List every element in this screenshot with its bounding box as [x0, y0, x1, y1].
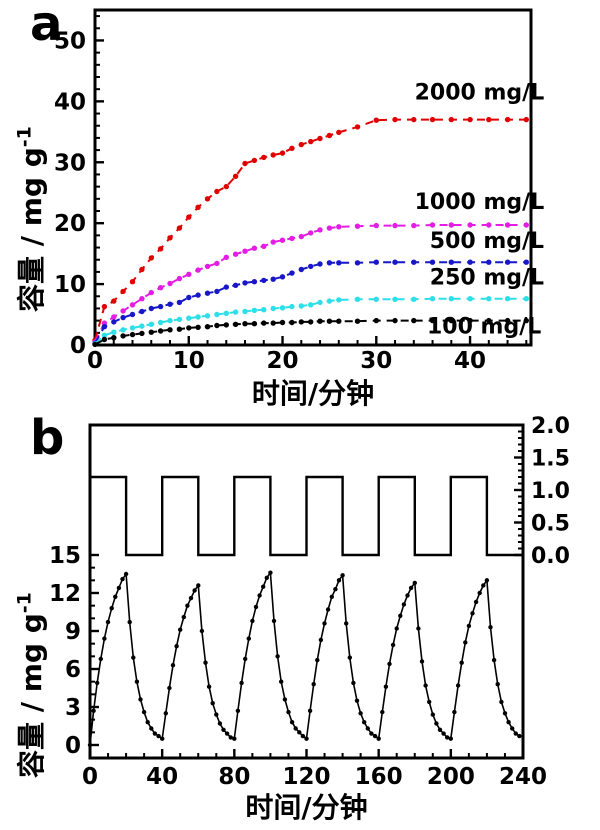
panel-a-y-axis-title-text: 容量 / mg g — [15, 147, 48, 312]
series-label-1000-mg-L: 1000 mg/L — [415, 190, 545, 215]
series-markers — [92, 296, 529, 347]
series-label-500-mg-L: 500 mg/L — [430, 229, 544, 254]
tick-label: 10 — [173, 348, 205, 374]
tick-label: 160 — [355, 764, 403, 790]
tick-label: 10 — [54, 272, 86, 298]
tick-label: 20 — [267, 348, 299, 374]
panel-b-x-axis-title: 时间/分钟 — [90, 786, 523, 826]
gas-square-wave — [90, 475, 523, 557]
tick-label: 2.0 — [531, 414, 570, 439]
panel-a-y-axis-title: 容量 / mg g-1 — [10, 126, 50, 312]
tick-label: 40 — [146, 764, 178, 790]
tick-label: 0 — [87, 348, 103, 374]
tick-label: 0.5 — [531, 512, 570, 537]
tick-label: 20 — [54, 211, 86, 237]
panel-b-frame — [88, 423, 525, 760]
panel-b-x-axis-title-text: 时间/分钟 — [245, 791, 368, 824]
panel-b-letter: b — [30, 410, 65, 466]
tick-label: 1.5 — [531, 447, 570, 472]
panel-a-frame — [93, 8, 533, 347]
tick-label: 80 — [218, 764, 250, 790]
panel-a-x-axis-title-text: 时间/分钟 — [251, 377, 375, 410]
tick-label: 40 — [454, 348, 486, 374]
tick-label: 0 — [65, 733, 81, 759]
panel-a-y-axis-exponent: -1 — [13, 126, 36, 148]
tick-label: 200 — [427, 764, 475, 790]
panel-a-axes: 0 10 20 30 40 0 10 20 30 40 50 — [54, 8, 533, 374]
gas-wave-line — [90, 475, 523, 557]
panel-b-axes: 0 40 80 120 160 200 240 0 3 6 9 12 15 0.0 0.5 1.0 1.5 2.0 — [49, 414, 570, 790]
cyclic-capacity-series — [87, 570, 522, 748]
tick-label: 3 — [65, 695, 81, 721]
series-label-2000-mg-L: 2000 mg/L — [415, 81, 545, 106]
tick-label: 40 — [54, 89, 86, 115]
series-markers — [92, 222, 529, 345]
tick-label: 30 — [360, 348, 392, 374]
tick-label: 240 — [499, 764, 547, 790]
series-label-100-mg-L: 100 mg/L — [427, 314, 541, 339]
capacity-markers — [87, 570, 522, 748]
panel-b-y-axis-title-text: 容量 / mg g — [15, 613, 48, 778]
panel-b-y-axis-exponent: -1 — [13, 592, 36, 614]
tick-label: 9 — [65, 619, 81, 645]
panel-b-plot: 0 40 80 120 160 200 240 0 3 6 9 12 15 0.0 0.5 1.0 1.5 2.0 — [49, 414, 570, 790]
series-markers — [92, 116, 529, 343]
tick-label: 0 — [70, 333, 86, 359]
tick-label: 1.0 — [531, 479, 570, 504]
panel-a-letter: a — [30, 0, 63, 52]
series-label-250-mg-L: 250 mg/L — [430, 266, 544, 291]
series-100-mg-L: 100 mg/L — [92, 314, 541, 348]
tick-label: 50 — [54, 28, 86, 54]
tick-label: 120 — [282, 764, 330, 790]
tick-label: 15 — [49, 543, 81, 569]
tick-label: 6 — [65, 657, 81, 683]
capacity-line — [89, 570, 520, 746]
panel-b-y-axis-title: 容量 / mg g-1 — [10, 592, 50, 778]
panel-a-plot: 0 10 20 30 40 0 10 20 30 40 50 2000 mg/L 1000 mg/L 50… — [54, 8, 544, 374]
series-1000-mg-L: 1000 mg/L — [92, 190, 544, 345]
tick-label: 30 — [54, 150, 86, 176]
tick-label: 0 — [82, 764, 98, 790]
panel-a-x-axis-title: 时间/分钟 — [95, 372, 531, 412]
series-2000-mg-L: 2000 mg/L — [92, 81, 544, 343]
series-markers — [92, 317, 529, 348]
tick-label: 12 — [49, 581, 81, 607]
series-500-mg-L: 500 mg/L — [92, 229, 544, 346]
series-250-mg-L: 250 mg/L — [92, 266, 544, 347]
tick-label: 0.0 — [531, 544, 570, 569]
